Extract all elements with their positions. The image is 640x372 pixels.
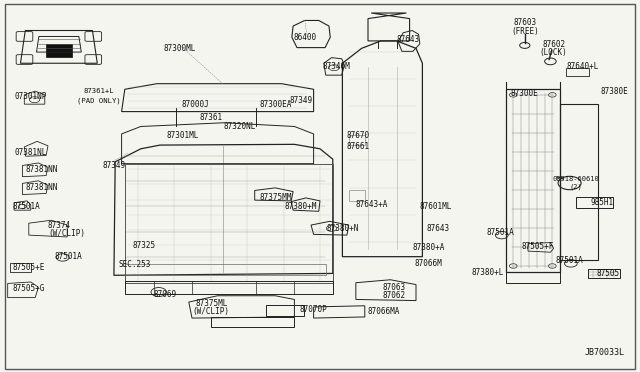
Text: (FREE): (FREE) (511, 27, 539, 36)
Text: 87069: 87069 (154, 291, 177, 299)
Text: 87661: 87661 (347, 142, 370, 151)
Text: 87070P: 87070P (300, 305, 328, 314)
Text: 87381NN: 87381NN (26, 165, 58, 174)
Text: 87380+M: 87380+M (285, 202, 317, 211)
Text: 87643+A: 87643+A (355, 200, 387, 209)
Text: 87361+L: 87361+L (84, 88, 115, 94)
Text: 87505+F: 87505+F (522, 242, 554, 251)
Text: 87501A: 87501A (13, 202, 40, 211)
Text: (2): (2) (570, 184, 582, 190)
Text: 87301ML: 87301ML (166, 131, 198, 140)
Text: 87601ML: 87601ML (419, 202, 451, 211)
Text: 87320NL: 87320NL (224, 122, 256, 131)
Text: 87643: 87643 (397, 35, 420, 44)
Text: 87346M: 87346M (322, 62, 350, 71)
Text: SEC.253: SEC.253 (118, 260, 150, 269)
Text: 87643: 87643 (427, 224, 450, 233)
Text: 87505+G: 87505+G (13, 284, 45, 293)
Text: 87325: 87325 (132, 241, 156, 250)
Text: 08918-60610: 08918-60610 (552, 176, 600, 182)
Text: 87300E: 87300E (511, 89, 539, 97)
Text: 87361: 87361 (200, 113, 223, 122)
Text: 87000J: 87000J (181, 100, 209, 109)
Text: 87375ML: 87375ML (195, 299, 227, 308)
Text: 87300EA: 87300EA (259, 100, 291, 109)
Text: 87063: 87063 (382, 283, 405, 292)
Text: 87505: 87505 (596, 269, 620, 278)
Text: 86400: 86400 (293, 33, 316, 42)
Text: 985H1: 985H1 (590, 198, 613, 207)
Text: 87381NN: 87381NN (26, 183, 58, 192)
Text: 87670: 87670 (347, 131, 370, 140)
Text: 87380+L: 87380+L (472, 268, 504, 277)
Text: 87603: 87603 (513, 18, 536, 27)
Text: 87375MM: 87375MM (259, 193, 291, 202)
Text: 87602: 87602 (542, 40, 565, 49)
Text: 87349: 87349 (289, 96, 312, 105)
Text: 87380+A: 87380+A (413, 243, 445, 252)
Text: 87501A: 87501A (556, 256, 584, 265)
Text: 87062: 87062 (382, 291, 405, 300)
Text: (W/CLIP): (W/CLIP) (193, 307, 230, 316)
FancyBboxPatch shape (46, 44, 72, 57)
Text: 87501A: 87501A (486, 228, 515, 237)
Text: 87380+N: 87380+N (326, 224, 358, 233)
Text: JB70033L: JB70033L (585, 348, 625, 357)
Text: 87501A: 87501A (54, 252, 82, 261)
Text: 07301NP: 07301NP (14, 92, 47, 101)
Text: 87066MA: 87066MA (368, 307, 400, 316)
Text: 87349: 87349 (102, 161, 125, 170)
Text: 87640+L: 87640+L (566, 62, 598, 71)
Text: 87374: 87374 (48, 221, 71, 230)
Text: 07381NL: 07381NL (14, 148, 47, 157)
Text: (W/CLIP): (W/CLIP) (48, 229, 85, 238)
Text: 87300ML: 87300ML (163, 44, 195, 53)
Text: 87380E: 87380E (600, 87, 628, 96)
Text: (PAD ONLY): (PAD ONLY) (77, 97, 121, 104)
Text: 87505+E: 87505+E (13, 263, 45, 272)
Text: (LOCK): (LOCK) (540, 48, 568, 57)
Text: 87066M: 87066M (415, 259, 443, 267)
